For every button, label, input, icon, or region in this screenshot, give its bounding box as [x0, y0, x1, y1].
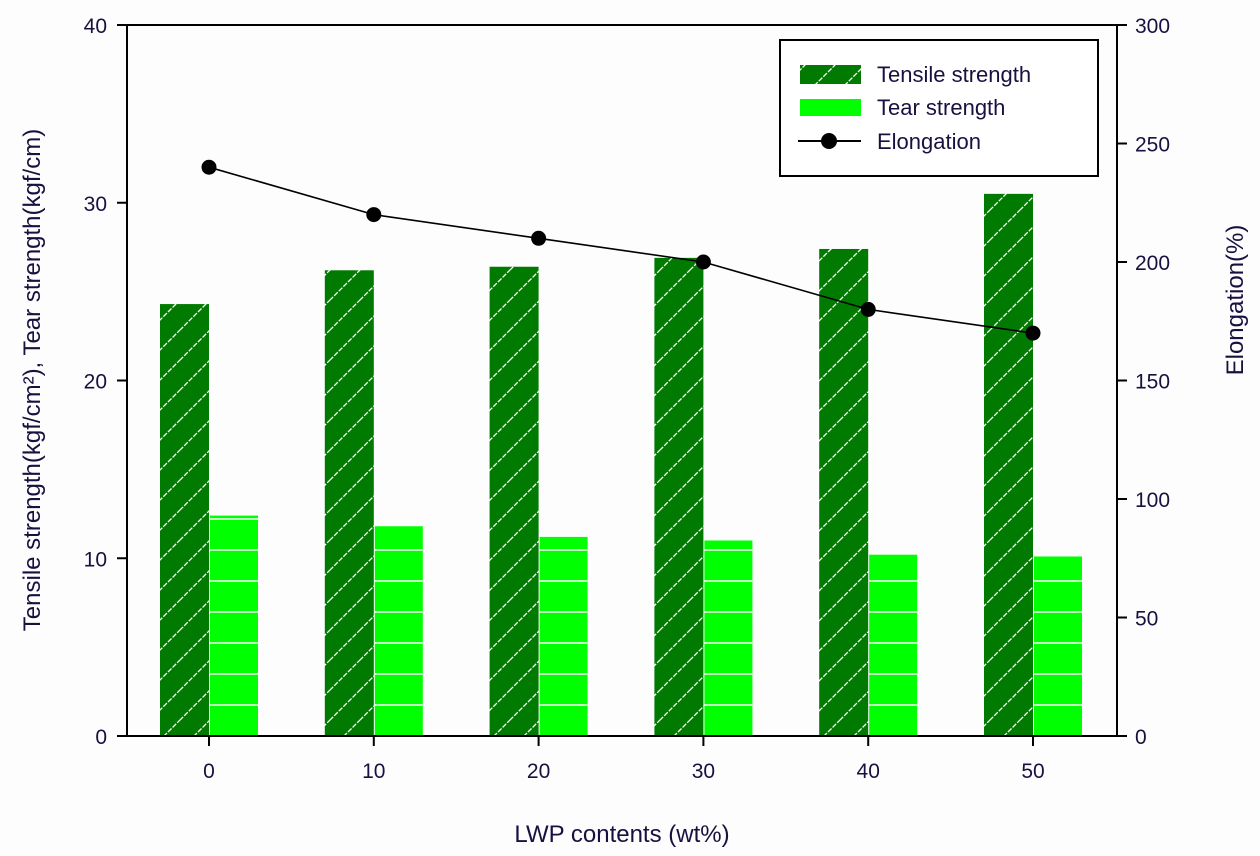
- legend-label-tear: Tear strength: [877, 95, 1005, 120]
- axes-layer: 0 10 20 30 40 0 50 100 150 200 250 300 0 10 20 30 40 50: [84, 15, 1170, 783]
- legend-swatch-tear: [800, 99, 861, 116]
- y-axis-title: Tensile strength(kgf/cm²), Tear strength…: [19, 129, 46, 631]
- x-axis-title: LWP contents (wt%): [514, 821, 729, 848]
- x-tick-label: 10: [362, 760, 385, 783]
- elongation-point: [695, 254, 711, 270]
- bar-tear-strength: [869, 554, 918, 736]
- y2-tick-label: 0: [1135, 726, 1147, 749]
- bar-tear-strength: [1034, 556, 1082, 736]
- x-tick-label: 30: [692, 760, 715, 783]
- bars-layer: [160, 193, 1082, 737]
- bar-tensile-strength: [984, 193, 1033, 737]
- y-tick-label: 10: [84, 548, 107, 571]
- y-tick-label: 40: [84, 15, 107, 38]
- x-tick-label: 40: [857, 760, 880, 783]
- elongation-point: [201, 159, 217, 175]
- x-tick-label: 0: [203, 760, 215, 783]
- y2-tick-label: 100: [1135, 489, 1170, 512]
- y2-tick-label: 300: [1135, 15, 1170, 38]
- legend-swatch-elongation-marker: [821, 133, 837, 149]
- bar-tensile-strength: [819, 248, 869, 736]
- bar-tensile-strength: [324, 270, 374, 736]
- elongation-point: [860, 301, 876, 317]
- bar-tear-strength: [210, 515, 258, 736]
- legend-label-elongation: Elongation: [877, 129, 981, 154]
- x-tick-label: 50: [1021, 760, 1044, 783]
- legend: Tensile strength Tear strength Elongatio…: [779, 39, 1099, 177]
- y2-tick-label: 250: [1135, 134, 1170, 157]
- elongation-point: [531, 230, 547, 246]
- y-tick-label: 0: [95, 726, 107, 749]
- bar-tensile-strength: [654, 257, 704, 736]
- legend-label-tensile: Tensile strength: [877, 62, 1031, 87]
- elongation-line: [208, 166, 1034, 334]
- legend-swatch-tensile: [800, 65, 861, 84]
- y-tick-label: 30: [84, 193, 107, 216]
- bar-tear-strength: [704, 540, 753, 736]
- y2-axis-title: Elongation(%): [1222, 225, 1249, 376]
- bar-tensile-strength: [489, 266, 539, 736]
- elongation-point: [366, 207, 382, 223]
- bar-tear-strength: [374, 526, 423, 736]
- y2-tick-label: 150: [1135, 371, 1170, 394]
- bar-tensile-strength: [160, 304, 209, 736]
- elongation-layer: [201, 159, 1041, 341]
- x-tick-label: 20: [527, 760, 550, 783]
- bar-tear-strength: [539, 536, 588, 736]
- y2-tick-label: 50: [1135, 608, 1158, 631]
- y-tick-label: 20: [84, 371, 107, 394]
- y2-tick-label: 200: [1135, 252, 1170, 275]
- elongation-point: [1025, 325, 1041, 341]
